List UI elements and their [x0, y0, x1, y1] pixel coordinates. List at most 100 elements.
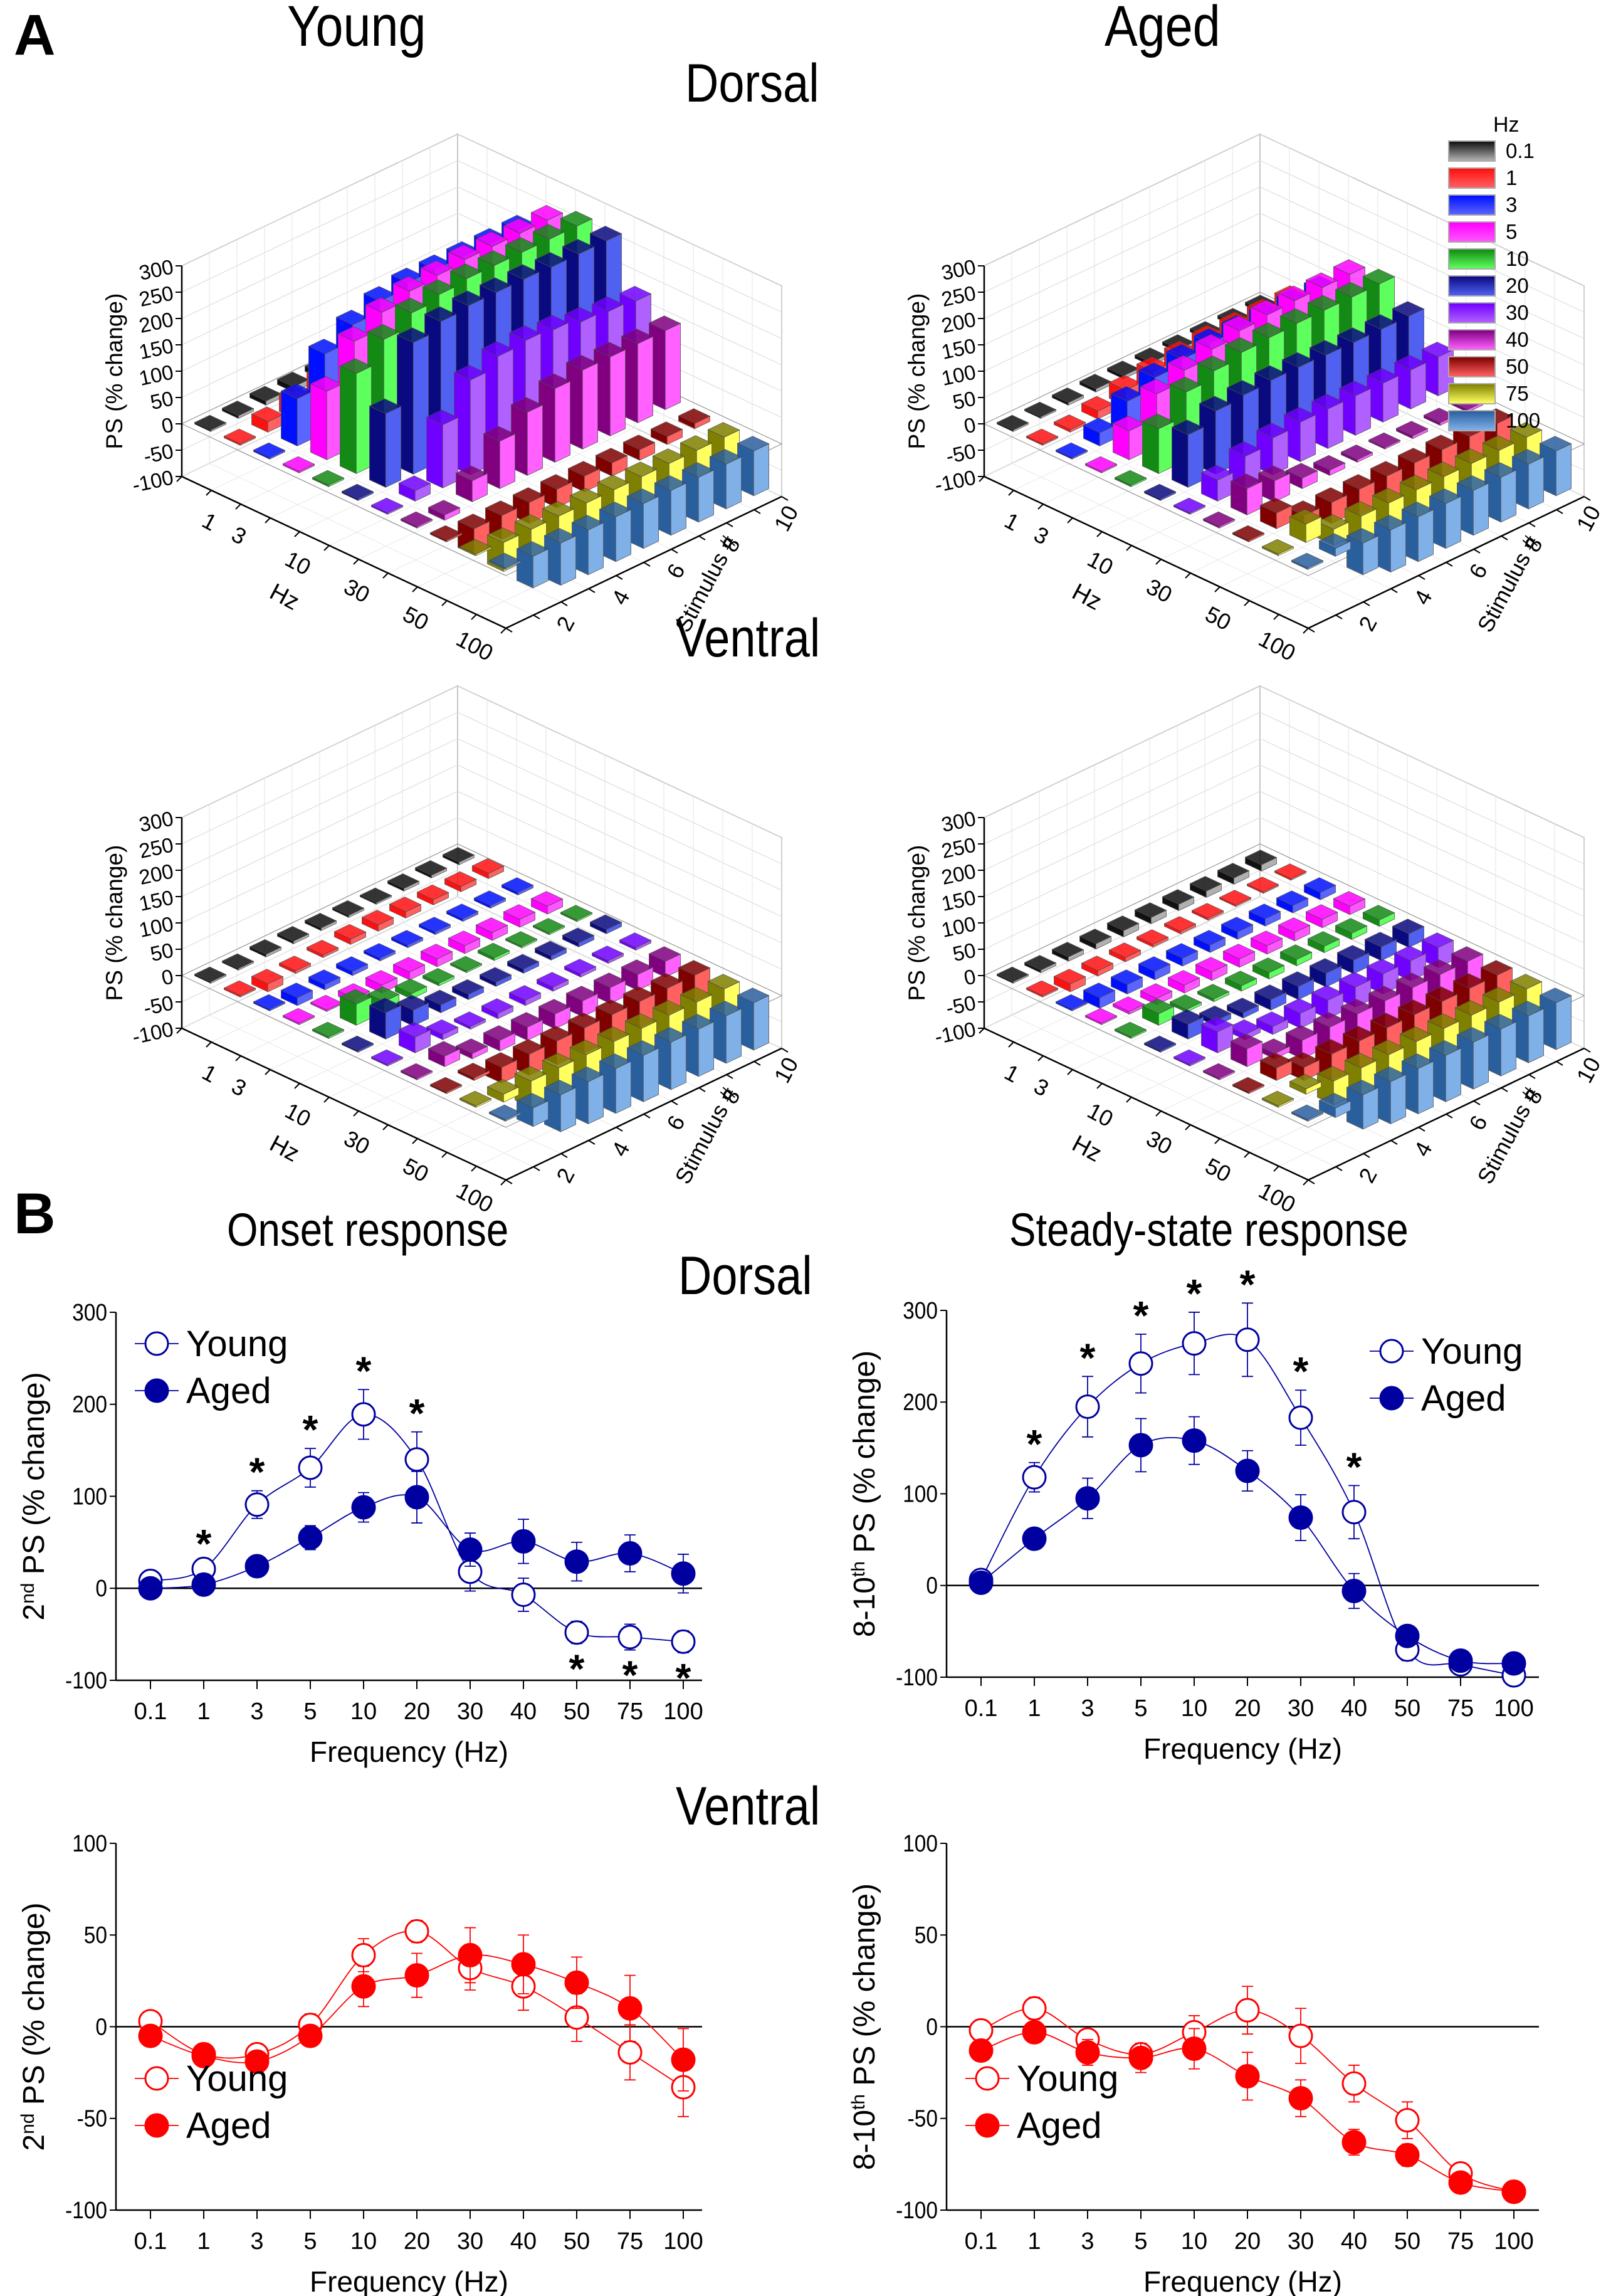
- bar-top-face: [1254, 365, 1287, 381]
- legend-marker: [144, 2113, 169, 2138]
- bar-top-face: [1423, 959, 1456, 975]
- y-tick-label: 0: [926, 2014, 938, 2040]
- bar: [654, 475, 687, 536]
- data-point: [351, 1495, 376, 1520]
- bar: [1256, 423, 1289, 475]
- bar: [1456, 475, 1489, 536]
- y-tick: [698, 535, 706, 540]
- bar: [1338, 381, 1372, 436]
- bar-top-face: [1344, 1053, 1377, 1068]
- legend-item: Aged: [135, 1371, 271, 1411]
- legend-marker: [975, 2066, 1000, 2091]
- bar: [681, 462, 715, 523]
- x-tick: [294, 1083, 300, 1089]
- bar-top-face: [571, 1066, 604, 1082]
- x-axis-line: [181, 475, 507, 629]
- legend-item: 5: [1430, 221, 1587, 245]
- bar: [1289, 508, 1322, 543]
- bar-top-face: [534, 940, 567, 957]
- bar-top-face: [485, 500, 518, 516]
- bar: [1219, 890, 1252, 907]
- bars: [996, 850, 1572, 1130]
- bar: [1259, 498, 1293, 529]
- bar: [1051, 942, 1084, 962]
- bar: [477, 942, 510, 961]
- bar-front-face: [1445, 496, 1461, 549]
- bar-side-face: [340, 365, 357, 474]
- bar: [1053, 414, 1086, 433]
- bar-top-face: [680, 435, 713, 451]
- bar-top-face: [429, 525, 463, 541]
- x-tick-label: 100: [663, 1698, 703, 1725]
- bar-top-face: [370, 497, 404, 513]
- y-tick-label: 0: [95, 2014, 107, 2040]
- bar-top-face: [1456, 475, 1489, 491]
- bar: [591, 945, 624, 964]
- legend-label: 20: [1506, 274, 1529, 297]
- bar-top-face: [621, 959, 654, 975]
- bar-top-face: [1026, 980, 1059, 996]
- legend-marker: [144, 2066, 169, 2091]
- bar-top-face: [1399, 475, 1432, 490]
- bar-top-face: [1114, 1021, 1147, 1038]
- data-point: [511, 1582, 536, 1608]
- data-point: [1341, 1500, 1367, 1525]
- x-tick: [1244, 600, 1250, 606]
- bar-top-face: [400, 1063, 433, 1079]
- gridline: [299, 951, 576, 1084]
- data-point: [1075, 2040, 1100, 2065]
- x-tick-label: 20: [1234, 2228, 1261, 2255]
- y-tick: [643, 562, 651, 567]
- bar-top-face: [1362, 905, 1395, 920]
- bar-top-face: [536, 315, 569, 330]
- legend-marker: [144, 1378, 169, 1403]
- bar-top-face: [1340, 445, 1373, 460]
- bar-top-face: [1370, 1013, 1403, 1028]
- bar-top-face: [501, 877, 534, 893]
- bar-top-face: [251, 969, 284, 984]
- gridline: [1011, 463, 1336, 616]
- data-point: [1448, 1648, 1473, 1673]
- bar: [1142, 998, 1175, 1026]
- x-tick: [1214, 1138, 1220, 1144]
- bar-top-face: [1511, 1001, 1545, 1016]
- bar: [1278, 917, 1311, 942]
- data-point: [1182, 1428, 1207, 1453]
- bar-top-face: [1425, 434, 1458, 450]
- bar-front-face: [1390, 522, 1406, 573]
- bar-top-face: [532, 224, 565, 240]
- x-tick-label: 30: [1288, 1695, 1314, 1722]
- significance-star: *: [1346, 1444, 1362, 1489]
- bar-top-face: [369, 398, 402, 414]
- bar: [538, 373, 571, 463]
- bar-front-face: [582, 362, 598, 450]
- bar: [251, 406, 284, 433]
- y-tick: [1528, 1074, 1536, 1079]
- legend-label: 75: [1506, 382, 1529, 405]
- significance-star: *: [622, 1653, 638, 1698]
- z-tick-label: 100: [137, 360, 176, 390]
- axes: 100 50 0 -50 -100 0.1 1 3 5 10 20 30 40 50 75 100 Freque…: [18, 1830, 703, 2296]
- bar: [567, 461, 601, 493]
- bar: [503, 904, 536, 928]
- bar-top-face: [249, 939, 282, 955]
- bar-top-face: [709, 449, 742, 465]
- bar-top-face: [709, 1001, 742, 1016]
- bar-top-face: [1318, 533, 1352, 549]
- y-tick-label: -50: [77, 2105, 107, 2132]
- x-tick: [1126, 1097, 1132, 1103]
- bar: [1305, 904, 1338, 929]
- z-tick-label: 0: [159, 964, 176, 989]
- gridline: [1066, 436, 1392, 589]
- x-tick: [979, 1028, 985, 1034]
- bar-side-face: [281, 390, 298, 446]
- bar-top-face: [341, 1035, 374, 1051]
- bar: [453, 365, 486, 475]
- bar-top-face: [1191, 903, 1224, 919]
- bar: [1256, 1011, 1289, 1035]
- x-tick-label: 20: [404, 2228, 430, 2255]
- data-point: [968, 2018, 994, 2043]
- y-tick-label: -100: [65, 2197, 107, 2223]
